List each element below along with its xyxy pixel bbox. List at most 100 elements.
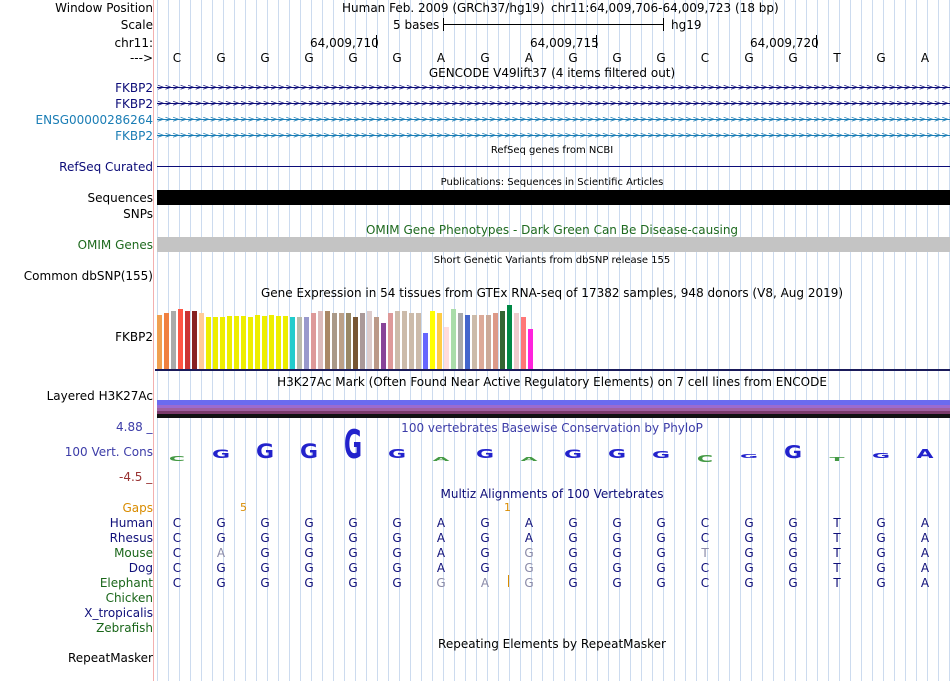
phylop-base-glyph[interactable]: A <box>520 456 538 462</box>
gtex-tissue-bar[interactable] <box>213 317 218 369</box>
snps-label[interactable]: SNPs <box>123 207 153 221</box>
h3k27ac-label[interactable]: Layered H3K27Ac <box>46 389 153 403</box>
gtex-tissue-bar[interactable] <box>241 316 246 369</box>
gtex-label[interactable]: FKBP2 <box>115 330 153 344</box>
phylop-base-glyph[interactable]: G <box>256 440 274 463</box>
gtex-tissue-bar[interactable] <box>458 313 463 369</box>
gtex-tissue-bar[interactable] <box>325 311 330 369</box>
gtex-tissue-bar[interactable] <box>409 313 414 369</box>
gtex-tissue-bar[interactable] <box>500 311 505 369</box>
species-label[interactable]: Human <box>109 516 153 530</box>
phylop-base-glyph[interactable]: G <box>564 448 582 461</box>
gtex-tissue-bar[interactable] <box>353 317 358 369</box>
gtex-tissue-bar[interactable] <box>178 309 183 369</box>
gaps-label[interactable]: Gaps <box>122 501 153 515</box>
phylop-base-glyph[interactable]: C <box>169 455 185 463</box>
gtex-tissue-bar[interactable] <box>507 305 512 369</box>
gencode-item-label[interactable]: FKBP2 <box>115 97 153 111</box>
gtex-tissue-bar[interactable] <box>185 311 190 369</box>
refseq-gene-line[interactable] <box>157 166 950 167</box>
scale-label[interactable]: Scale <box>120 18 153 32</box>
gtex-tissue-bar[interactable] <box>199 313 204 369</box>
gencode-gene-arrows[interactable]: >>>>>>>>>>>>>>>>>>>>>>>>>>>>>>>>>>>>>>>>… <box>157 99 950 109</box>
gtex-tissue-bar[interactable] <box>164 313 169 369</box>
gtex-tissue-bar[interactable] <box>486 315 491 369</box>
sequences-label[interactable]: Sequences <box>87 191 153 205</box>
phylop-label[interactable]: 100 Vert. Cons <box>64 445 153 459</box>
gtex-tissue-bar[interactable] <box>346 313 351 369</box>
gtex-tissue-bar[interactable] <box>402 311 407 369</box>
publications-feature[interactable] <box>157 190 950 205</box>
gtex-tissue-bar[interactable] <box>255 315 260 369</box>
gtex-tissue-bar[interactable] <box>430 311 435 369</box>
repeatmasker-label[interactable]: RepeatMasker <box>67 651 153 665</box>
gtex-tissue-bar[interactable] <box>227 316 232 369</box>
species-label[interactable]: X_tropicalis <box>84 606 153 620</box>
gtex-tissue-bar[interactable] <box>318 311 323 369</box>
gtex-tissue-bar[interactable] <box>171 311 176 369</box>
species-label[interactable]: Elephant <box>99 576 153 590</box>
gtex-tissue-bar[interactable] <box>157 315 162 369</box>
phylop-base-glyph[interactable]: G <box>652 449 670 461</box>
gtex-tissue-bar[interactable] <box>388 313 393 369</box>
strand-arrow-label[interactable]: ---> <box>129 51 153 65</box>
gtex-tissue-bar[interactable] <box>192 311 197 369</box>
omim-label[interactable]: OMIM Genes <box>77 238 153 252</box>
refseq-label[interactable]: RefSeq Curated <box>59 160 153 174</box>
dbsnp-label[interactable]: Common dbSNP(155) <box>23 269 153 283</box>
gtex-tissue-bar[interactable] <box>528 329 533 369</box>
gtex-tissue-bar[interactable] <box>381 323 386 369</box>
gtex-tissue-bar[interactable] <box>374 317 379 369</box>
gtex-tissue-bar[interactable] <box>283 316 288 369</box>
gtex-tissue-bar[interactable] <box>339 313 344 369</box>
gtex-tissue-bar[interactable] <box>360 313 365 369</box>
phylop-base-glyph[interactable]: G <box>608 447 626 462</box>
gtex-tissue-bar[interactable] <box>395 311 400 369</box>
gencode-gene-arrows[interactable]: >>>>>>>>>>>>>>>>>>>>>>>>>>>>>>>>>>>>>>>>… <box>157 131 950 141</box>
gtex-tissue-bar[interactable] <box>514 313 519 369</box>
phylop-base-glyph[interactable]: A <box>916 447 933 462</box>
species-label[interactable]: Mouse <box>114 546 153 560</box>
phylop-base-glyph[interactable]: T <box>829 456 844 462</box>
h3k27ac-signal[interactable] <box>157 400 950 418</box>
phylop-base-glyph[interactable]: A <box>432 456 450 462</box>
gtex-tissue-bar[interactable] <box>465 315 470 369</box>
gtex-tissue-bar[interactable] <box>297 317 302 369</box>
gtex-tissue-bar[interactable] <box>248 317 253 369</box>
gtex-tissue-bar[interactable] <box>290 317 295 369</box>
phylop-base-glyph[interactable]: G <box>344 421 362 468</box>
gtex-tissue-bar[interactable] <box>304 317 309 369</box>
species-label[interactable]: Rhesus <box>109 531 153 545</box>
gtex-tissue-bar[interactable] <box>262 316 267 369</box>
species-label[interactable]: Dog <box>128 561 153 575</box>
gtex-tissue-bar[interactable] <box>367 311 372 369</box>
gtex-tissue-bar[interactable] <box>234 316 239 369</box>
phylop-base-glyph[interactable]: G <box>784 442 802 462</box>
gtex-tissue-bar[interactable] <box>451 309 456 369</box>
gtex-tissue-bar[interactable] <box>332 313 337 369</box>
phylop-base-glyph[interactable]: C <box>697 453 713 465</box>
gtex-tissue-bar[interactable] <box>472 315 477 369</box>
phylop-base-glyph[interactable]: G <box>388 447 406 462</box>
gtex-tissue-bar[interactable] <box>493 313 498 369</box>
gtex-tissue-bar[interactable] <box>479 315 484 369</box>
phylop-base-glyph[interactable]: G <box>476 447 494 462</box>
gtex-tissue-bar[interactable] <box>220 317 225 369</box>
gtex-tissue-bar[interactable] <box>444 327 449 369</box>
species-label[interactable]: Chicken <box>105 591 153 605</box>
gtex-tissue-bar[interactable] <box>206 317 211 369</box>
window-position-label[interactable]: Window Position <box>55 1 153 15</box>
gtex-tissue-bar[interactable] <box>276 316 281 369</box>
gencode-gene-arrows[interactable]: >>>>>>>>>>>>>>>>>>>>>>>>>>>>>>>>>>>>>>>>… <box>157 115 950 125</box>
phylop-base-glyph[interactable]: G <box>300 440 318 463</box>
species-label[interactable]: Zebrafish <box>96 621 153 635</box>
phylop-base-glyph[interactable]: G <box>872 451 890 460</box>
phylop-base-glyph[interactable]: G <box>212 448 230 461</box>
gtex-tissue-bar[interactable] <box>423 333 428 369</box>
gtex-tissue-bar[interactable] <box>311 313 316 369</box>
gtex-tissue-bar[interactable] <box>437 313 442 369</box>
gencode-item-label[interactable]: ENSG00000286264 <box>35 113 153 127</box>
gtex-tissue-bar[interactable] <box>521 317 526 369</box>
phylop-base-glyph[interactable]: G <box>740 453 758 460</box>
